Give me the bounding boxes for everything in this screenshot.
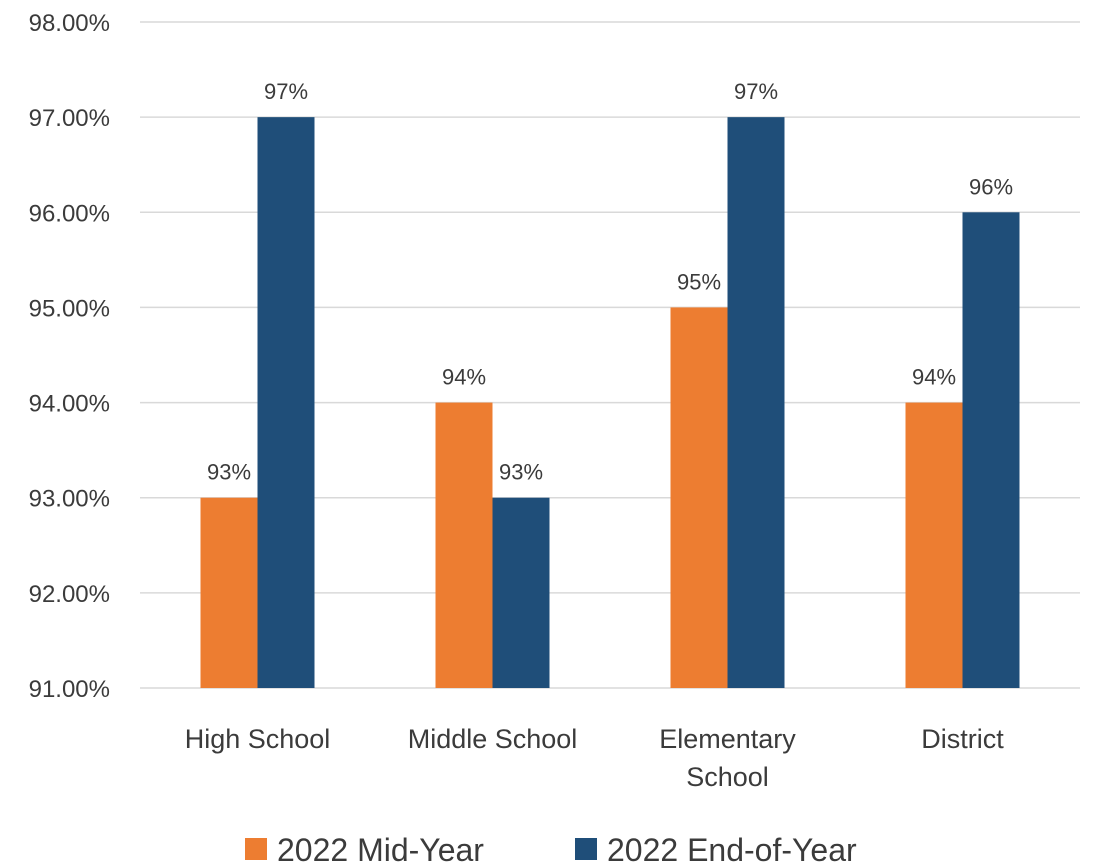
y-axis-ticks: 91.00% 92.00% 93.00% 94.00% 95.00% 96.00% 97.0… [29, 10, 110, 703]
data-labels: 93% 97% 94% 93% 95% 97% 94% 96% [207, 79, 1013, 485]
legend-label: 2022 Mid-Year [277, 832, 484, 865]
x-category-label: Elementary School [659, 724, 796, 792]
legend-swatch [575, 838, 597, 860]
data-label: 97% [734, 79, 778, 104]
y-tick-label: 96.00% [29, 200, 110, 227]
data-label: 97% [264, 79, 308, 104]
x-category-line: Elementary [659, 724, 796, 754]
x-category-label: High School [185, 724, 331, 754]
bar-mid-year [905, 402, 963, 688]
x-axis-categories: High School Middle School Elementary School… [185, 724, 1005, 792]
data-label: 93% [499, 460, 543, 485]
x-category-label: District [921, 724, 1004, 754]
x-category-line: Middle School [408, 724, 578, 754]
bar-mid-year [435, 402, 493, 688]
x-category-label: Middle School [408, 724, 578, 754]
data-label: 96% [969, 174, 1013, 199]
bar-end-of-year [257, 117, 315, 688]
y-tick-label: 95.00% [29, 295, 110, 322]
y-tick-label: 94.00% [29, 391, 110, 418]
bars [200, 117, 1020, 689]
data-label: 94% [442, 365, 486, 390]
data-label: 95% [677, 269, 721, 294]
legend-swatch [245, 838, 267, 860]
y-tick-label: 97.00% [29, 105, 110, 132]
x-category-line: High School [185, 724, 331, 754]
data-label: 94% [912, 365, 956, 390]
y-tick-label: 92.00% [29, 581, 110, 608]
legend: 2022 Mid-Year 2022 End-of-Year [245, 832, 857, 865]
y-tick-label: 98.00% [29, 10, 110, 37]
data-label: 93% [207, 460, 251, 485]
x-category-line: School [686, 762, 769, 792]
bar-end-of-year [962, 212, 1020, 689]
legend-label: 2022 End-of-Year [607, 832, 857, 865]
y-tick-label: 91.00% [29, 676, 110, 703]
bar-end-of-year [727, 117, 785, 688]
bar-mid-year [670, 307, 728, 688]
bar-mid-year [200, 497, 258, 688]
x-category-line: District [921, 724, 1004, 754]
bar-end-of-year [492, 497, 550, 688]
y-tick-label: 93.00% [29, 486, 110, 513]
